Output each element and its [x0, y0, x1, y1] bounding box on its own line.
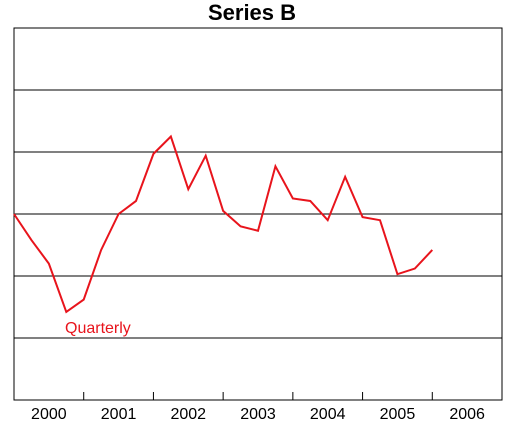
x-tick-label-2003: 2003: [240, 406, 276, 422]
x-axis: 2000 2001 2002 2003 2004 2005 2006: [31, 392, 485, 422]
x-tick-label-2005: 2005: [380, 406, 416, 422]
series-label-quarterly: Quarterly: [65, 320, 131, 337]
x-tick-label-2000: 2000: [31, 406, 67, 422]
chart-title: Series B: [208, 0, 296, 25]
x-tick-label-2004: 2004: [310, 406, 346, 422]
plot-area: [13, 27, 503, 401]
x-tick-label-2002: 2002: [170, 406, 206, 422]
series-layer: [13, 134, 434, 314]
x-tick-label-2001: 2001: [101, 406, 137, 422]
series-line-quarterly: [13, 134, 434, 314]
x-tick-label-2006: 2006: [449, 406, 485, 422]
